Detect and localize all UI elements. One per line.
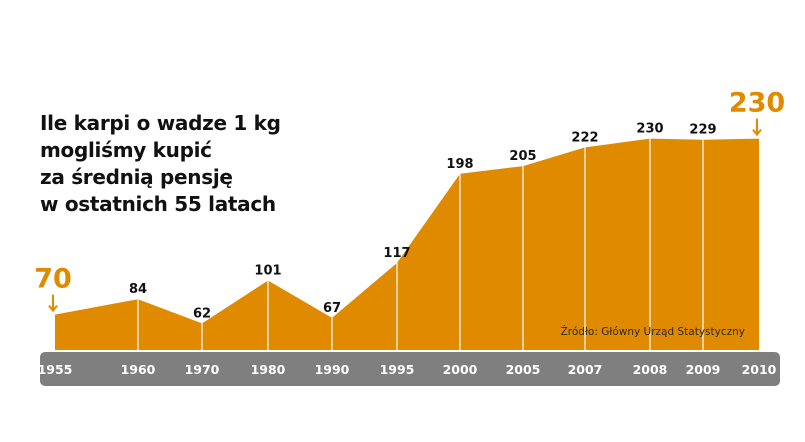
x-tick-label: 2000 <box>443 362 478 377</box>
data-label: 101 <box>254 264 281 279</box>
highlight-value-label: 70 <box>34 264 72 295</box>
data-label: 62 <box>193 306 211 321</box>
chart-title: Ile karpi o wadze 1 kg mogliśmy kupić za… <box>40 110 300 218</box>
data-label: 230 <box>636 122 663 137</box>
x-tick-label: 1980 <box>251 362 286 377</box>
data-label: 117 <box>383 246 410 261</box>
x-tick-label: 1970 <box>185 362 220 377</box>
x-tick-label: 2008 <box>633 362 668 377</box>
area-fill <box>55 138 759 350</box>
x-tick-label: 1955 <box>38 362 73 377</box>
gridlines <box>137 138 704 350</box>
area-layer <box>55 138 759 350</box>
source-note: Źródło: Główny Urząd Statystyczny <box>561 325 745 338</box>
x-tick-label: 1995 <box>380 362 415 377</box>
x-axis-bar <box>40 352 780 386</box>
x-tick-label: 2007 <box>568 362 603 377</box>
x-tick-label: 2005 <box>506 362 541 377</box>
data-labels: 70 84 62 101 67 117 198 205 222 230 229 230 <box>34 88 785 322</box>
title-line: Ile karpi o wadze 1 kg <box>40 111 281 135</box>
highlight-arrowhead <box>752 128 762 137</box>
x-axis-ticks: 1955 1960 1970 1980 1990 1995 2000 2005 2007 2008… <box>38 362 777 377</box>
highlight-value-label: 230 <box>729 88 785 119</box>
x-tick-label: 1960 <box>121 362 156 377</box>
x-tick-label: 2010 <box>742 362 777 377</box>
data-label: 229 <box>689 123 716 138</box>
x-tick-label: 2009 <box>686 362 721 377</box>
title-line: w ostatnich 55 latach <box>40 192 276 216</box>
data-label: 84 <box>129 282 147 297</box>
title-line: mogliśmy kupić <box>40 138 212 162</box>
highlight-arrowhead <box>48 304 58 313</box>
title-line: za średnią pensję <box>40 165 233 189</box>
data-label: 205 <box>509 149 536 164</box>
data-label: 198 <box>446 157 473 172</box>
data-label: 222 <box>571 130 598 145</box>
x-tick-label: 1990 <box>315 362 350 377</box>
data-label: 67 <box>323 301 341 316</box>
